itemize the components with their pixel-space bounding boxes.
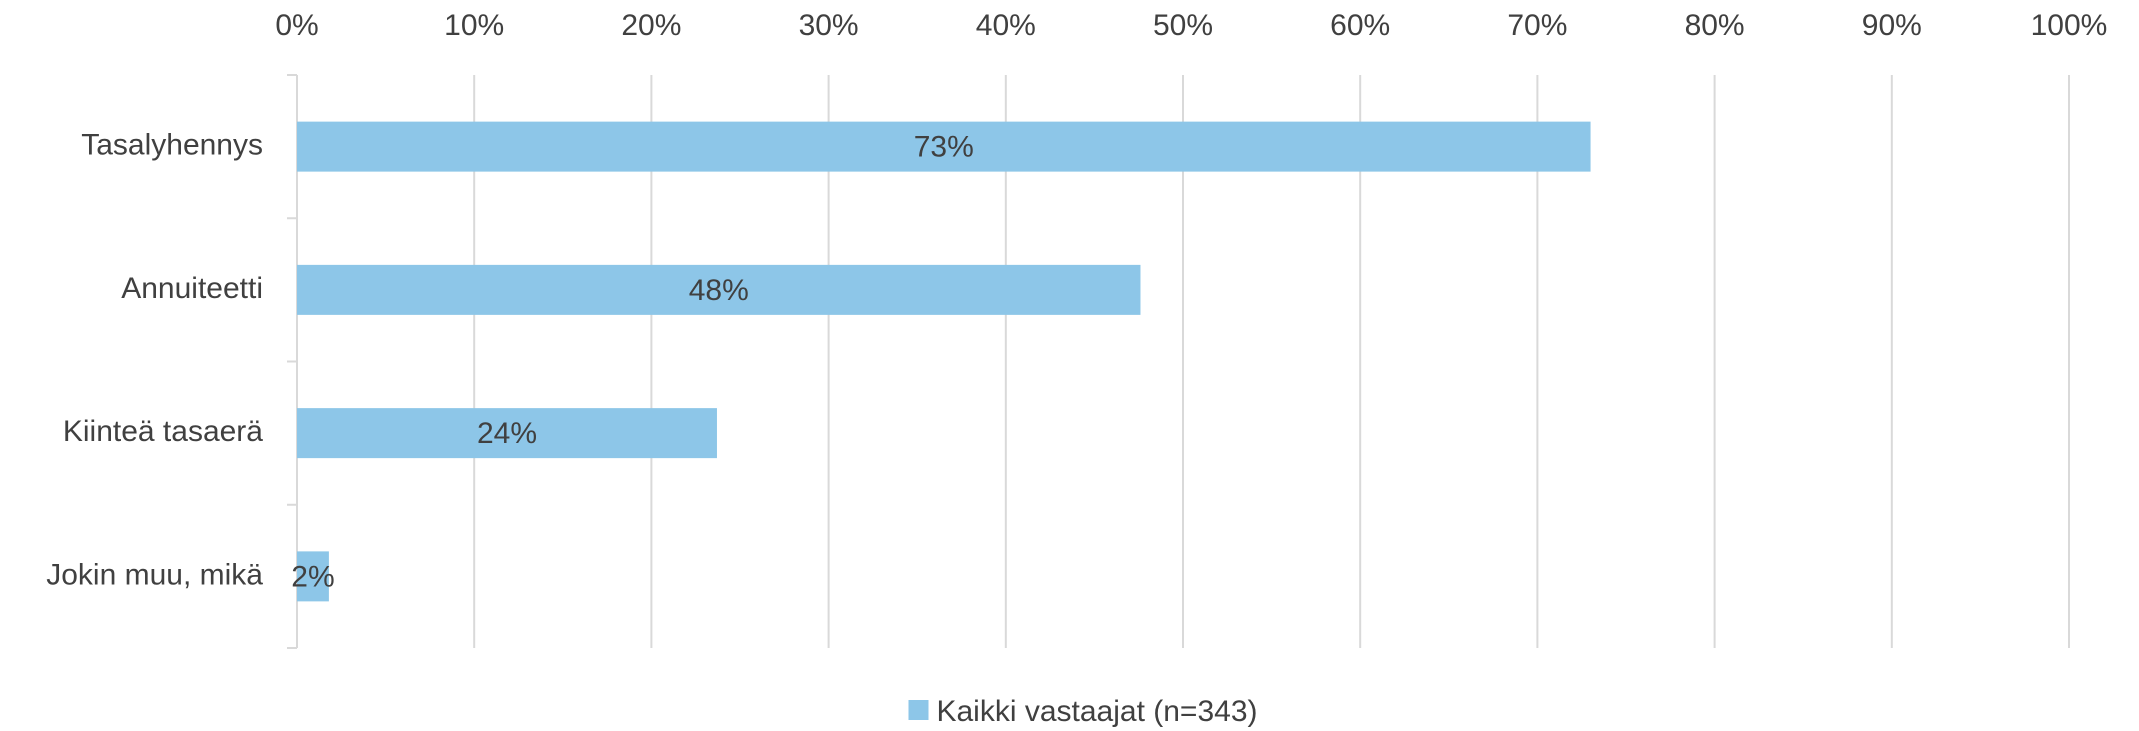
y-tick-label: Jokin muu, mikä: [46, 558, 263, 591]
bar: [297, 551, 329, 602]
x-tick-label: 50%: [1153, 9, 1213, 42]
x-tick-label: 70%: [1507, 9, 1567, 42]
x-tick-label: 40%: [976, 9, 1036, 42]
y-tick-label: Kiinteä tasaerä: [63, 415, 263, 448]
data-label: 73%: [914, 131, 974, 164]
data-label: 24%: [477, 417, 537, 450]
bar: [297, 408, 717, 459]
x-tick-label: 10%: [444, 9, 504, 42]
x-tick-label: 20%: [621, 9, 681, 42]
legend-label: Kaikki vastaajat (n=343): [936, 695, 1257, 728]
bar: [297, 264, 1141, 315]
x-tick-label: 90%: [1862, 9, 1922, 42]
bar: [297, 121, 1591, 172]
x-tick-label: 60%: [1330, 9, 1390, 42]
x-tick-label: 80%: [1685, 9, 1745, 42]
x-tick-label: 100%: [2031, 9, 2108, 42]
legend-swatch: [908, 700, 929, 720]
y-tick-label: Tasalyhennys: [81, 129, 263, 162]
data-label: 2%: [291, 560, 334, 593]
x-tick-label: 0%: [275, 9, 318, 42]
x-tick-label: 30%: [799, 9, 859, 42]
data-label: 48%: [689, 274, 749, 307]
y-tick-label: Annuiteetti: [121, 272, 263, 305]
